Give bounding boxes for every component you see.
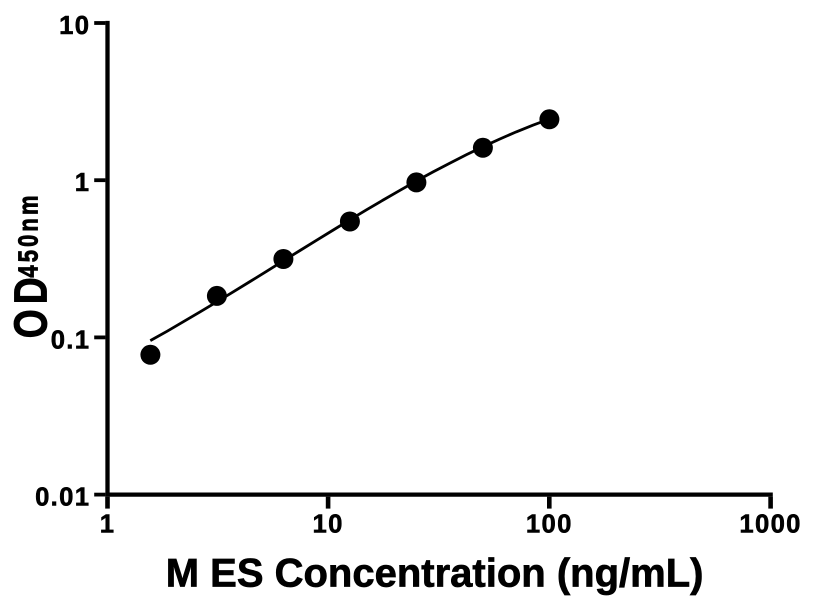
svg-text:1: 1 — [100, 511, 116, 539]
svg-text:10: 10 — [59, 12, 90, 40]
svg-text:M ES Concentration (ng/mL): M ES Concentration (ng/mL) — [166, 552, 704, 596]
svg-text:1: 1 — [75, 169, 91, 197]
svg-text:100: 100 — [526, 511, 573, 539]
svg-text:0.01: 0.01 — [35, 484, 90, 512]
svg-text:OD450nm: OD450nm — [5, 192, 57, 338]
svg-text:1000: 1000 — [739, 511, 801, 539]
svg-text:0.1: 0.1 — [51, 326, 91, 354]
svg-text:10: 10 — [313, 511, 344, 539]
